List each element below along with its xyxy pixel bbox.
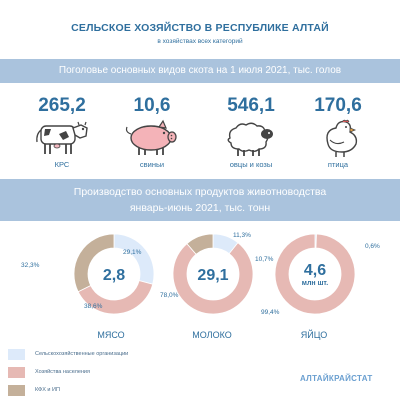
brand-logo-text: АЛТАЙКРАЙСТАТ [300, 374, 373, 383]
sheep-icon [227, 122, 273, 156]
legend-label: Хозяйства населения [35, 369, 90, 375]
page-subtitle: в хозяйствах всех категорий [157, 38, 243, 45]
pigs-label: свиньи [139, 160, 165, 169]
livestock-heading: Поголовье основных видов скота на 1 июля… [0, 59, 400, 83]
meat-pct-households: 38,6% [84, 303, 103, 310]
poultry-value: 170,6 [314, 95, 362, 116]
production-heading-line2: январь-июнь 2021, тыс. тонн [129, 202, 271, 214]
chicken-icon [326, 119, 358, 157]
legend-swatch [8, 349, 25, 360]
milk-pct-farms: 11,3% [233, 232, 251, 239]
meat-donut-chart: 2,8 [73, 233, 155, 315]
milk-pct-households: 78,0% [160, 292, 179, 299]
milk-donut-chart: 29,1 [172, 233, 254, 315]
cow-icon [36, 121, 88, 154]
sheep-goats-value: 546,1 [227, 95, 275, 116]
eggs-total-value: 4,6 [304, 262, 326, 279]
milk-caption: МОЛОКО [192, 330, 232, 340]
cattle-value: 265,2 [38, 95, 86, 116]
eggs-total-unit: млн шт. [302, 280, 328, 287]
legend-label: КФХ и ИП [35, 387, 60, 393]
production-heading: Производство основных продуктов животнов… [0, 179, 400, 221]
legend-swatch [8, 385, 25, 396]
eggs-caption: ЯЙЦО [300, 330, 328, 340]
page-title: СЕЛЬСКОЕ ХОЗЯЙСТВО В РЕСПУБЛИКЕ АЛТАЙ [71, 22, 329, 34]
eggs-pct-households: 99,4% [261, 309, 280, 316]
milk-total-value: 29,1 [197, 267, 228, 284]
legend-swatch [8, 367, 25, 378]
pigs-value: 10,6 [133, 95, 171, 116]
cattle-label: КРС [54, 160, 70, 169]
sheep-goats-label: овцы и козы [229, 160, 273, 169]
milk-slice-2 [172, 242, 254, 315]
meat-slice-3 [73, 233, 115, 293]
eggs-slice-2 [274, 233, 356, 315]
production-heading-line1: Производство основных продуктов животнов… [73, 186, 327, 198]
milk-slice-3 [186, 233, 214, 255]
eggs-pct-orgs: 0,6% [365, 243, 380, 250]
milk-pct-orgs: 10,7% [255, 256, 274, 263]
legend-label: Сельскохозяйственные организации [35, 351, 129, 357]
meat-pct-farms: 32,3% [21, 262, 40, 269]
pig-icon [125, 119, 177, 155]
meat-caption: МЯСО [97, 330, 125, 340]
meat-total-value: 2,8 [103, 267, 125, 284]
meat-pct-orgs: 29,1% [123, 249, 142, 256]
poultry-label: птица [327, 160, 349, 169]
